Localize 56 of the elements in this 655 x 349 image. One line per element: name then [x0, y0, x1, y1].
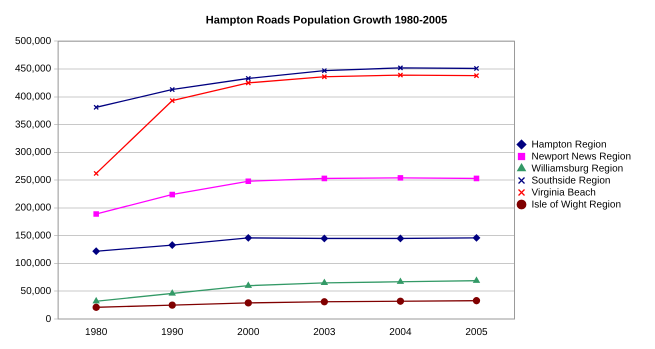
- y-tick-label: 450,000: [14, 64, 52, 75]
- point: [322, 176, 328, 182]
- point: [320, 298, 328, 306]
- point: [398, 72, 404, 78]
- point: [320, 234, 328, 242]
- x-tick-label: 2004: [389, 326, 412, 338]
- point: [322, 74, 328, 80]
- point: [245, 282, 252, 288]
- point: [168, 241, 176, 249]
- point: [244, 299, 252, 307]
- legend-label: Newport News Region: [532, 151, 632, 162]
- point: [472, 297, 480, 304]
- y-tick-label: 200,000: [14, 202, 52, 214]
- point: [398, 175, 404, 181]
- x-tick-label: 2005: [465, 326, 488, 338]
- point: [169, 98, 176, 104]
- point: [92, 248, 100, 255]
- legend-label: Virginia Beach: [532, 187, 596, 198]
- y-tick-label: 500,000: [14, 36, 52, 47]
- point: [169, 192, 176, 198]
- point: [396, 234, 404, 242]
- legend-label: Hampton Region: [532, 139, 607, 150]
- point: [473, 277, 480, 283]
- point: [397, 278, 404, 284]
- y-tick-label: 250,000: [14, 174, 52, 186]
- point: [168, 301, 176, 309]
- point: [168, 290, 176, 296]
- y-tick-label: 400,000: [14, 92, 52, 103]
- point: [244, 234, 252, 242]
- legend-label: Isle of Wight Region: [532, 199, 622, 210]
- point: [246, 178, 252, 184]
- point: [92, 298, 100, 304]
- y-tick-label: 350,000: [14, 119, 52, 130]
- point: [396, 298, 404, 305]
- point: [398, 65, 404, 71]
- point: [92, 304, 100, 311]
- x-tick-label: 2003: [313, 326, 336, 338]
- point: [169, 86, 176, 92]
- point: [93, 211, 99, 217]
- legend-label: Williamsburg Region: [532, 163, 624, 174]
- point: [322, 68, 328, 74]
- point: [246, 76, 252, 82]
- y-tick-label: 50,000: [20, 286, 52, 297]
- y-tick-label: 100,000: [14, 258, 52, 270]
- chart-title: Hampton Roads Population Growth 1980-2005: [206, 14, 448, 27]
- legend-label: Southside Region: [532, 175, 610, 186]
- y-tick-label: 0: [46, 314, 52, 325]
- y-tick-label: 300,000: [14, 147, 52, 158]
- point: [321, 279, 328, 286]
- x-tick-label: 1980: [85, 326, 108, 338]
- point: [472, 234, 480, 242]
- y-tick-label: 150,000: [14, 230, 52, 242]
- point: [474, 176, 480, 182]
- x-tick-label: 2000: [237, 326, 260, 338]
- point: [246, 80, 252, 86]
- x-tick-label: 1990: [161, 326, 184, 338]
